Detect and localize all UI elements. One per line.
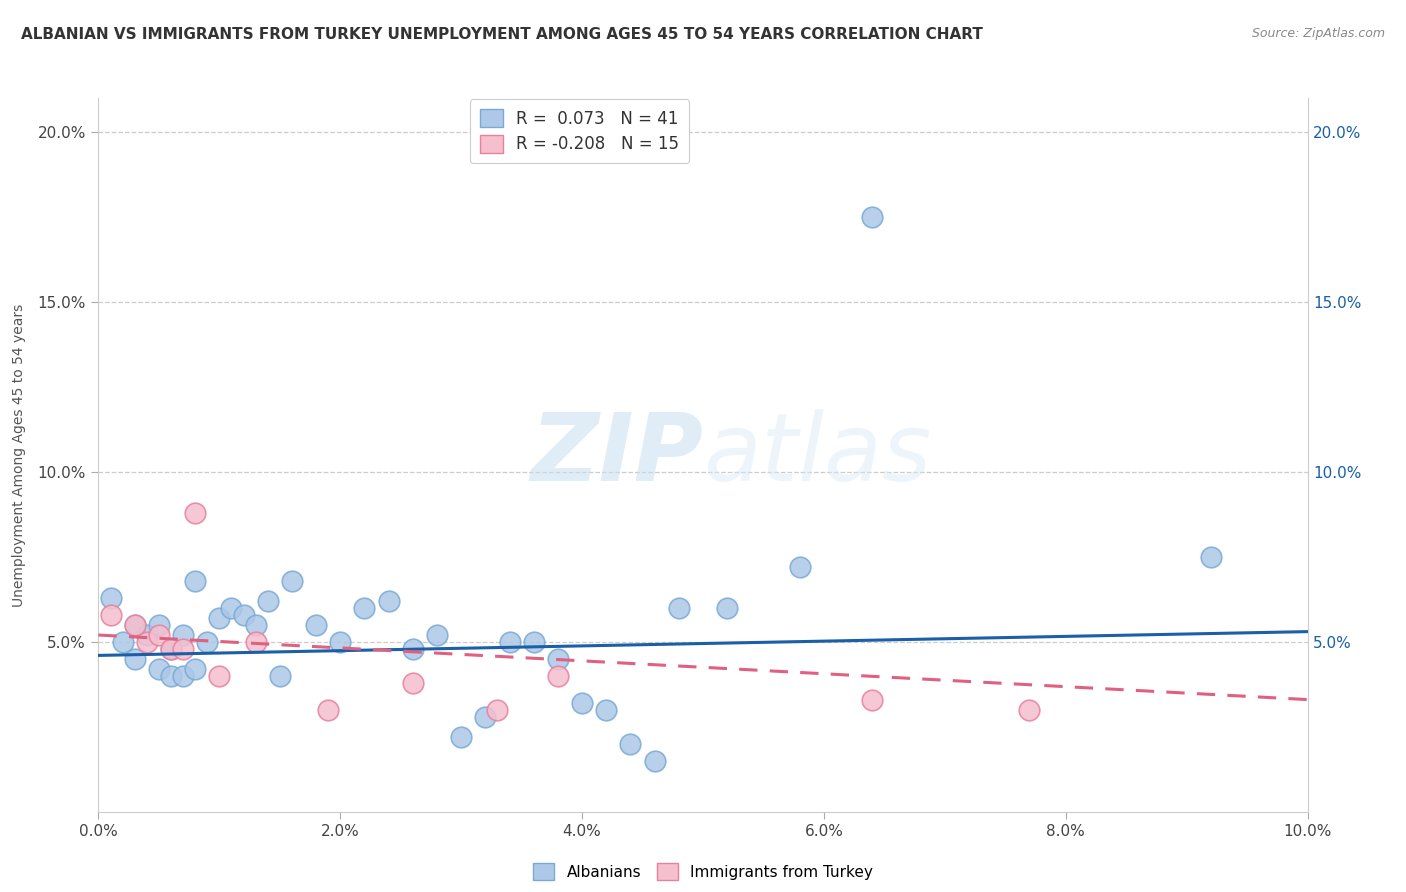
Point xyxy=(450,730,472,744)
Point xyxy=(571,696,593,710)
Point xyxy=(100,591,122,605)
Point xyxy=(208,611,231,625)
Point xyxy=(124,617,146,632)
Point xyxy=(135,635,157,649)
Point xyxy=(644,754,666,768)
Point xyxy=(100,607,122,622)
Point xyxy=(486,703,509,717)
Point xyxy=(135,628,157,642)
Text: ALBANIAN VS IMMIGRANTS FROM TURKEY UNEMPLOYMENT AMONG AGES 45 TO 54 YEARS CORREL: ALBANIAN VS IMMIGRANTS FROM TURKEY UNEMP… xyxy=(21,27,983,42)
Point xyxy=(184,574,207,588)
Point xyxy=(316,703,339,717)
Point xyxy=(402,641,425,656)
Point xyxy=(860,692,883,706)
Point xyxy=(269,669,291,683)
Text: atlas: atlas xyxy=(703,409,931,500)
Point xyxy=(547,669,569,683)
Point xyxy=(474,709,496,723)
Point xyxy=(195,635,218,649)
Point xyxy=(595,703,617,717)
Text: Source: ZipAtlas.com: Source: ZipAtlas.com xyxy=(1251,27,1385,40)
Point xyxy=(353,600,375,615)
Point xyxy=(377,594,399,608)
Point xyxy=(668,600,690,615)
Point xyxy=(148,617,170,632)
Point xyxy=(245,617,267,632)
Point xyxy=(111,635,134,649)
Point xyxy=(160,641,183,656)
Point xyxy=(148,662,170,676)
Point xyxy=(160,669,183,683)
Point xyxy=(619,737,641,751)
Point xyxy=(148,628,170,642)
Point xyxy=(160,641,183,656)
Point xyxy=(789,560,811,574)
Point xyxy=(124,617,146,632)
Point xyxy=(547,652,569,666)
Text: ZIP: ZIP xyxy=(530,409,703,501)
Point xyxy=(232,607,254,622)
Point xyxy=(860,210,883,224)
Y-axis label: Unemployment Among Ages 45 to 54 years: Unemployment Among Ages 45 to 54 years xyxy=(13,303,27,607)
Point xyxy=(172,669,194,683)
Point xyxy=(716,600,738,615)
Point xyxy=(426,628,449,642)
Point xyxy=(221,600,243,615)
Point xyxy=(184,506,207,520)
Point xyxy=(172,641,194,656)
Point xyxy=(256,594,278,608)
Point xyxy=(172,628,194,642)
Point xyxy=(281,574,304,588)
Point xyxy=(498,635,520,649)
Point xyxy=(1018,703,1040,717)
Point xyxy=(329,635,352,649)
Point xyxy=(184,662,207,676)
Point xyxy=(124,652,146,666)
Legend: Albanians, Immigrants from Turkey: Albanians, Immigrants from Turkey xyxy=(527,857,879,886)
Point xyxy=(1199,549,1222,564)
Point xyxy=(523,635,546,649)
Point xyxy=(245,635,267,649)
Point xyxy=(402,675,425,690)
Point xyxy=(305,617,328,632)
Point xyxy=(208,669,231,683)
